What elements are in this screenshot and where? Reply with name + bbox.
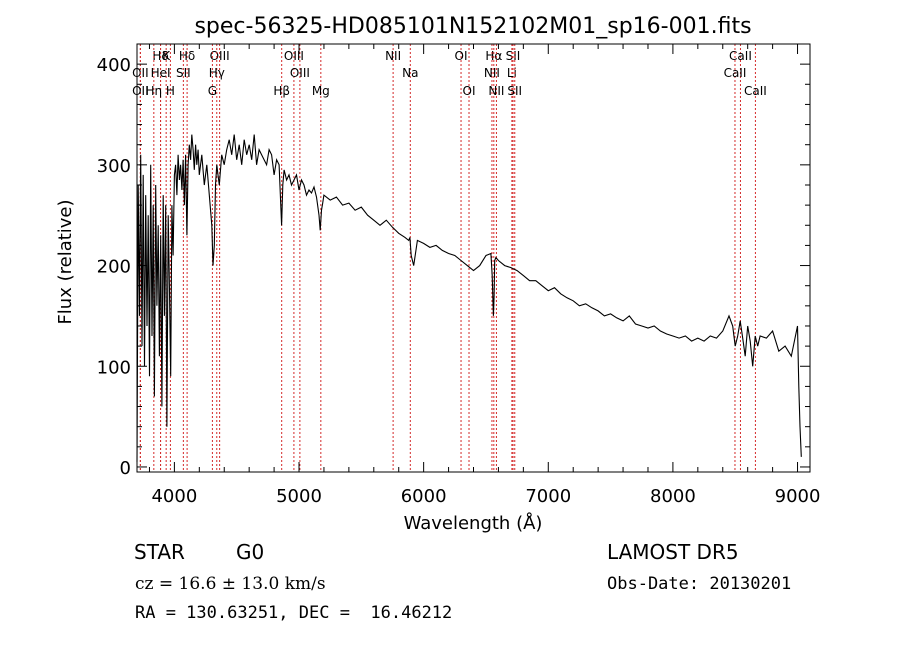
line-marker-label: Na bbox=[402, 66, 418, 80]
x-tick-label: 8000 bbox=[650, 486, 696, 507]
line-marker-label: K bbox=[162, 49, 171, 63]
x-axis-ticks: 4000 5000 6000 7000 8000 9000 bbox=[148, 44, 821, 507]
line-marker-label: SII bbox=[176, 66, 191, 80]
y-tick-label: 200 bbox=[97, 257, 131, 278]
line-marker-label: OI bbox=[463, 84, 476, 98]
y-tick-label: 0 bbox=[120, 458, 131, 479]
line-marker-label: OI bbox=[455, 49, 468, 63]
x-tick-label: 5000 bbox=[276, 486, 322, 507]
line-marker-label: Hγ bbox=[209, 66, 225, 80]
line-marker-label: Hβ bbox=[273, 84, 290, 98]
x-tick-label: 7000 bbox=[525, 486, 571, 507]
line-marker-label: SII bbox=[507, 84, 522, 98]
x-tick-label: 9000 bbox=[775, 486, 821, 507]
x-axis-label: Wavelength (Å) bbox=[404, 512, 543, 534]
sky-coordinates: RA = 130.63251, DEC = 16.46212 bbox=[135, 603, 453, 623]
data-release: LAMOST DR5 bbox=[607, 540, 739, 564]
y-axis-label: Flux (relative) bbox=[55, 199, 76, 324]
line-marker-label: Hη bbox=[146, 84, 163, 98]
spectrum-line bbox=[136, 134, 802, 462]
redshift-velocity: cz = 16.6 ± 13.0 km/s bbox=[135, 574, 326, 594]
line-marker-label: H bbox=[166, 84, 175, 98]
object-class: STAR bbox=[134, 540, 185, 564]
line-marker-label: OIII bbox=[284, 49, 304, 63]
y-axis-ticks: 0 100 200 300 400 bbox=[97, 55, 810, 479]
x-tick-label: 6000 bbox=[401, 486, 447, 507]
line-marker-label: CaII bbox=[729, 49, 752, 63]
line-marker-label: OIII bbox=[210, 49, 230, 63]
plot-frame bbox=[136, 43, 811, 473]
line-marker-label: Hδ bbox=[179, 49, 195, 63]
spectrum-series bbox=[136, 134, 802, 462]
line-marker-label: SII bbox=[506, 49, 521, 63]
line-marker-label: HeI bbox=[151, 66, 171, 80]
x-tick-label: 4000 bbox=[151, 486, 197, 507]
line-marker-label: Li bbox=[507, 66, 517, 80]
chart-title: spec-56325-HD085101N152102M01_sp16-001.f… bbox=[194, 14, 751, 39]
line-marker-label: G bbox=[208, 84, 217, 98]
line-marker-label: CaII bbox=[724, 66, 747, 80]
y-tick-label: 300 bbox=[97, 156, 131, 177]
line-marker-label: OII bbox=[132, 84, 149, 98]
line-marker-label: NII bbox=[488, 84, 504, 98]
line-marker-label: Mg bbox=[312, 84, 330, 98]
y-tick-label: 100 bbox=[97, 357, 131, 378]
line-marker-label: OIII bbox=[290, 66, 310, 80]
line-marker-label: CaII bbox=[744, 84, 767, 98]
y-tick-label: 400 bbox=[97, 55, 131, 76]
line-marker-label: NII bbox=[385, 49, 401, 63]
observation-date: Obs-Date: 20130201 bbox=[607, 574, 792, 594]
object-subclass: G0 bbox=[236, 540, 265, 564]
line-marker-label: Hα bbox=[485, 49, 502, 63]
line-marker-label: NII bbox=[484, 66, 500, 80]
